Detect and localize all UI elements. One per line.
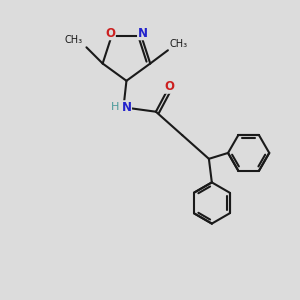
- Text: CH₃: CH₃: [65, 35, 83, 45]
- Text: N: N: [138, 27, 148, 40]
- Text: CH₃: CH₃: [169, 39, 188, 49]
- Text: N: N: [122, 101, 131, 114]
- Text: H: H: [110, 102, 119, 112]
- Text: O: O: [105, 27, 115, 40]
- Text: O: O: [164, 80, 174, 93]
